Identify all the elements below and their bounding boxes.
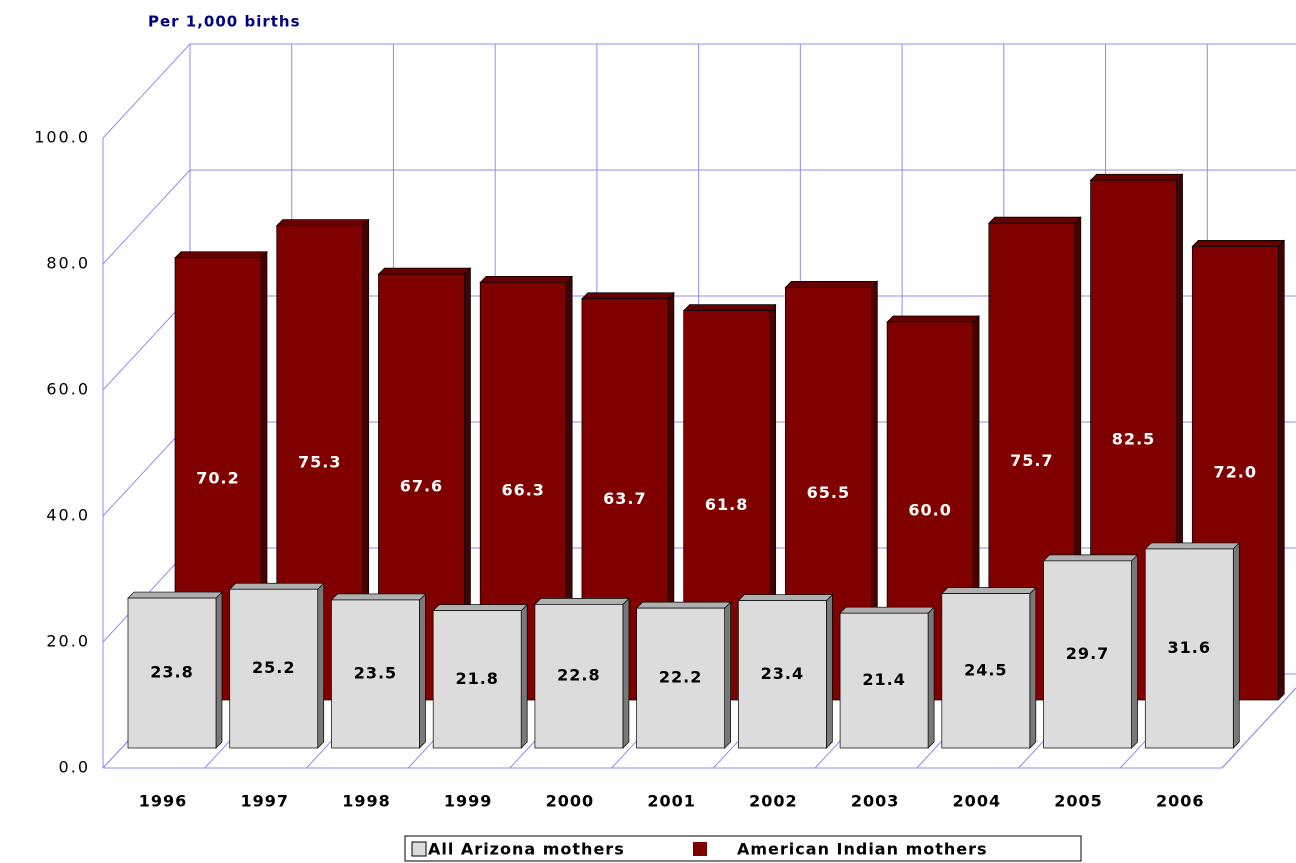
bar-top [784, 281, 879, 288]
value-label: 67.6 [400, 477, 443, 496]
bar-top [1191, 240, 1286, 247]
bar-top [127, 591, 223, 599]
value-label: 31.6 [1168, 638, 1211, 657]
x-tick-label: 2005 [1054, 792, 1103, 811]
bar-side [724, 601, 731, 749]
axis-line [1221, 687, 1296, 769]
bar-top [479, 275, 574, 283]
y-tick-label: 40.0 [46, 506, 90, 525]
x-tick-label: 2003 [851, 792, 900, 811]
bar-top [635, 601, 732, 609]
value-label: 21.8 [455, 669, 498, 688]
x-tick-label: 1999 [444, 792, 493, 811]
bar-side [1277, 239, 1285, 701]
bar-side [826, 593, 833, 749]
bar-top [1042, 554, 1139, 562]
value-label: 61.8 [705, 495, 748, 514]
bar [636, 607, 725, 749]
value-label: 72.0 [1214, 463, 1257, 482]
value-label: 75.3 [298, 452, 341, 471]
bar [432, 610, 522, 749]
bar [1144, 548, 1234, 749]
value-label: 65.5 [807, 483, 850, 502]
bar-side [1029, 586, 1037, 749]
bar [229, 588, 319, 749]
bar-side [927, 606, 935, 749]
value-label: 75.7 [1010, 451, 1053, 470]
x-tick-label: 2006 [1156, 792, 1205, 811]
bar-top [330, 593, 427, 601]
y-tick-label: 0.0 [59, 758, 90, 777]
bar-top [1089, 173, 1184, 181]
value-label: 23.4 [761, 664, 804, 683]
value-label: 23.8 [150, 663, 193, 682]
legend-label: American Indian mothers [737, 840, 988, 859]
legend-box [404, 835, 1082, 862]
value-label: 70.2 [196, 468, 239, 487]
bar-top [432, 604, 529, 612]
bar [534, 604, 624, 749]
bar-top [839, 606, 935, 614]
bar-top [275, 219, 370, 226]
bar-side [622, 597, 630, 749]
y-tick-label: 80.0 [46, 254, 90, 273]
bar [331, 599, 420, 749]
x-tick-label: 1997 [240, 792, 289, 811]
bar-side [1232, 542, 1240, 749]
value-label: 22.8 [557, 666, 600, 685]
legend-swatch [693, 842, 707, 856]
bar-side [1131, 554, 1138, 749]
x-tick-label: 2001 [647, 792, 696, 811]
bar [738, 600, 827, 749]
bar-top [1144, 542, 1241, 550]
legend-swatch [411, 841, 427, 857]
grid-line [102, 43, 191, 139]
value-label: 23.5 [354, 663, 397, 682]
bar-top [940, 587, 1037, 595]
bar [941, 593, 1031, 749]
bar-side [317, 582, 325, 749]
bar [839, 612, 929, 749]
bar-top [377, 267, 472, 275]
grid-line [102, 169, 191, 265]
x-tick-label: 2002 [749, 792, 798, 811]
bar-top [534, 598, 630, 605]
bar-top [581, 292, 675, 300]
value-label: 22.2 [659, 668, 702, 687]
bar-side [520, 603, 528, 749]
y-tick-label: 60.0 [46, 380, 90, 399]
y-tick-label: 20.0 [46, 632, 90, 651]
bar-side [215, 591, 223, 749]
bar-top [987, 216, 1082, 224]
bar-top [737, 594, 834, 601]
bar-top [174, 251, 268, 259]
value-label: 66.3 [501, 481, 544, 500]
chart-subtitle: Per 1,000 births [148, 13, 301, 31]
bar [127, 597, 217, 749]
bar-top [228, 582, 325, 590]
x-tick-label: 2004 [953, 792, 1002, 811]
value-label: 60.0 [908, 501, 951, 520]
value-label: 21.4 [862, 670, 905, 689]
value-label: 82.5 [1112, 430, 1155, 449]
value-label: 29.7 [1066, 644, 1109, 663]
x-tick-label: 2000 [546, 792, 595, 811]
bar-side [419, 593, 426, 749]
bar-top [886, 315, 980, 323]
x-tick-label: 1996 [139, 792, 188, 811]
bar-top [682, 304, 777, 312]
x-tick-label: 1998 [342, 792, 391, 811]
bar [1043, 560, 1132, 749]
y-tick-label: 100.0 [34, 128, 90, 147]
value-label: 24.5 [964, 660, 1007, 679]
value-label: 25.2 [252, 658, 295, 677]
value-label: 63.7 [603, 489, 646, 508]
legend-label: All Arizona mothers [428, 840, 625, 859]
